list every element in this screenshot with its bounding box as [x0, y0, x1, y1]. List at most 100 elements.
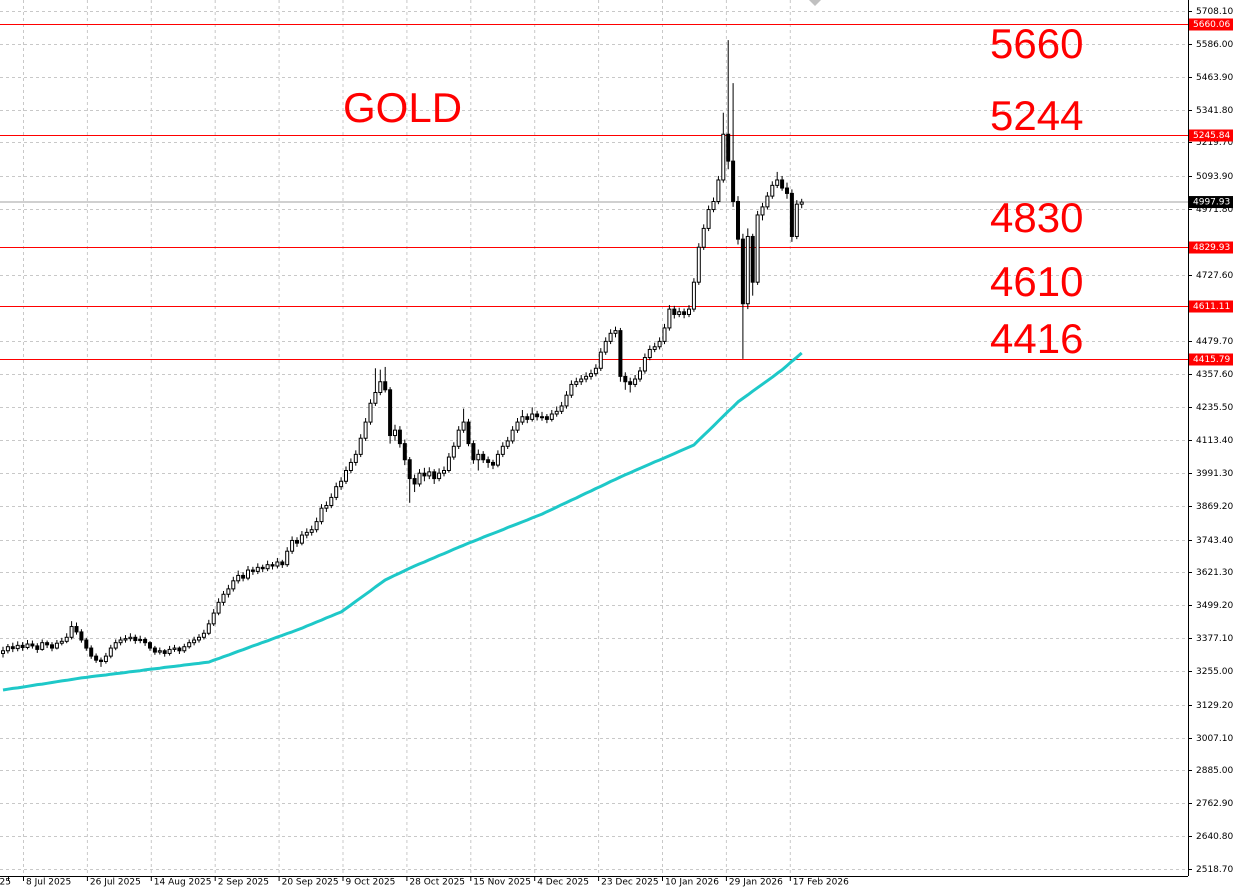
candle-body: [633, 378, 638, 385]
candle-body: [505, 440, 510, 447]
candle-body: [515, 421, 520, 431]
candle-body: [64, 636, 69, 642]
candle-body: [285, 550, 290, 566]
candle-body: [295, 539, 299, 544]
candle-body: [265, 564, 270, 570]
candle-body: [750, 235, 755, 283]
candle-body: [647, 348, 652, 359]
candle-body: [103, 655, 108, 663]
y-tick-label: 3869.20: [1196, 502, 1233, 512]
candle-body: [206, 623, 211, 634]
grid: [0, 0, 1188, 876]
candle-body: [481, 453, 486, 461]
candle-body: [760, 206, 765, 216]
candle-body: [348, 461, 353, 472]
y-tick-label: 5219.70: [1196, 138, 1233, 148]
candle-body: [520, 416, 525, 423]
candle-body: [334, 486, 339, 498]
candle-body: [525, 416, 530, 420]
candle-body: [211, 612, 216, 625]
level-annotation: 4610: [990, 258, 1083, 305]
candle-body: [319, 507, 324, 523]
candle-body: [564, 394, 569, 407]
candle-body: [15, 644, 20, 650]
candle-body: [270, 564, 275, 567]
shift-marker: [809, 0, 821, 6]
candle-body: [540, 416, 544, 419]
x-tick-label: 25: [0, 878, 11, 888]
level-annotation: 5244: [990, 92, 1083, 139]
candle-body: [197, 636, 201, 641]
candle-body: [35, 645, 40, 650]
candle-body: [99, 659, 103, 663]
candle-body: [574, 381, 579, 385]
candle-body: [152, 647, 157, 653]
candle-body: [148, 642, 152, 649]
candle-body: [544, 416, 549, 420]
candle-body: [510, 429, 515, 442]
axes: 5708.10 5586.00 5463.90 5341.80 5219.70 5093.…: [0, 7, 1233, 888]
candle-body: [417, 472, 422, 485]
level-annotation: 4416: [990, 315, 1083, 362]
candle-body: [584, 375, 589, 380]
candle-body: [339, 480, 344, 488]
level-label-box: [1189, 129, 1233, 142]
candle-body: [794, 203, 799, 237]
candle-body: [5, 646, 10, 652]
x-tick-label: 26 Jul 2025: [90, 878, 141, 888]
candle-body: [246, 569, 250, 579]
candle-body: [79, 631, 84, 641]
x-tick-label: 29 Jan 2026: [729, 878, 783, 888]
candle-body: [89, 647, 94, 657]
candle-body: [383, 381, 388, 391]
candle-body: [138, 638, 143, 642]
current-price-label: 4997.93: [1193, 198, 1230, 208]
candle-body: [662, 327, 667, 342]
candle-body: [667, 308, 672, 329]
candle-body: [500, 445, 505, 455]
candle-body: [775, 179, 780, 186]
candle-body: [618, 330, 623, 377]
candle-body: [187, 642, 192, 648]
y-tick-label: 4727.60: [1196, 271, 1233, 281]
level-label-box: [1189, 18, 1233, 31]
candle-body: [1, 650, 5, 654]
level-label-box: [1189, 241, 1233, 254]
candle-body: [10, 646, 15, 650]
candle-body: [721, 133, 726, 181]
plot-area: [0, 24, 1188, 692]
candle-body: [69, 626, 74, 638]
candle-body: [446, 456, 451, 472]
candle-body: [94, 655, 99, 661]
candle-body: [706, 209, 711, 229]
candle-body: [432, 471, 437, 480]
candle-body: [30, 643, 35, 647]
y-tick-label: 5093.90: [1196, 172, 1233, 182]
candle-body: [736, 200, 740, 240]
candle-body: [74, 626, 79, 633]
candle-body: [471, 443, 476, 461]
candle-body: [603, 340, 608, 353]
candle-body: [314, 521, 319, 531]
candle-body: [329, 496, 334, 506]
candle-body: [642, 357, 647, 372]
candle-body: [393, 429, 397, 437]
current-price-box: [1189, 196, 1233, 209]
candle-body: [785, 187, 789, 194]
candle-body: [554, 410, 559, 415]
x-tick-label: 28 Oct 2025: [409, 878, 465, 888]
candle-body: [696, 246, 701, 283]
candle-body: [128, 636, 133, 640]
candle-body: [535, 413, 540, 418]
candle-body: [40, 642, 45, 650]
candle-body: [491, 461, 495, 466]
candle-body: [495, 453, 500, 466]
candle-body: [755, 214, 760, 283]
candle-body: [231, 580, 236, 590]
candle-body: [236, 574, 241, 582]
candle-body: [589, 373, 593, 377]
candle-body: [740, 238, 745, 305]
moving-average-line: [2, 351, 803, 692]
